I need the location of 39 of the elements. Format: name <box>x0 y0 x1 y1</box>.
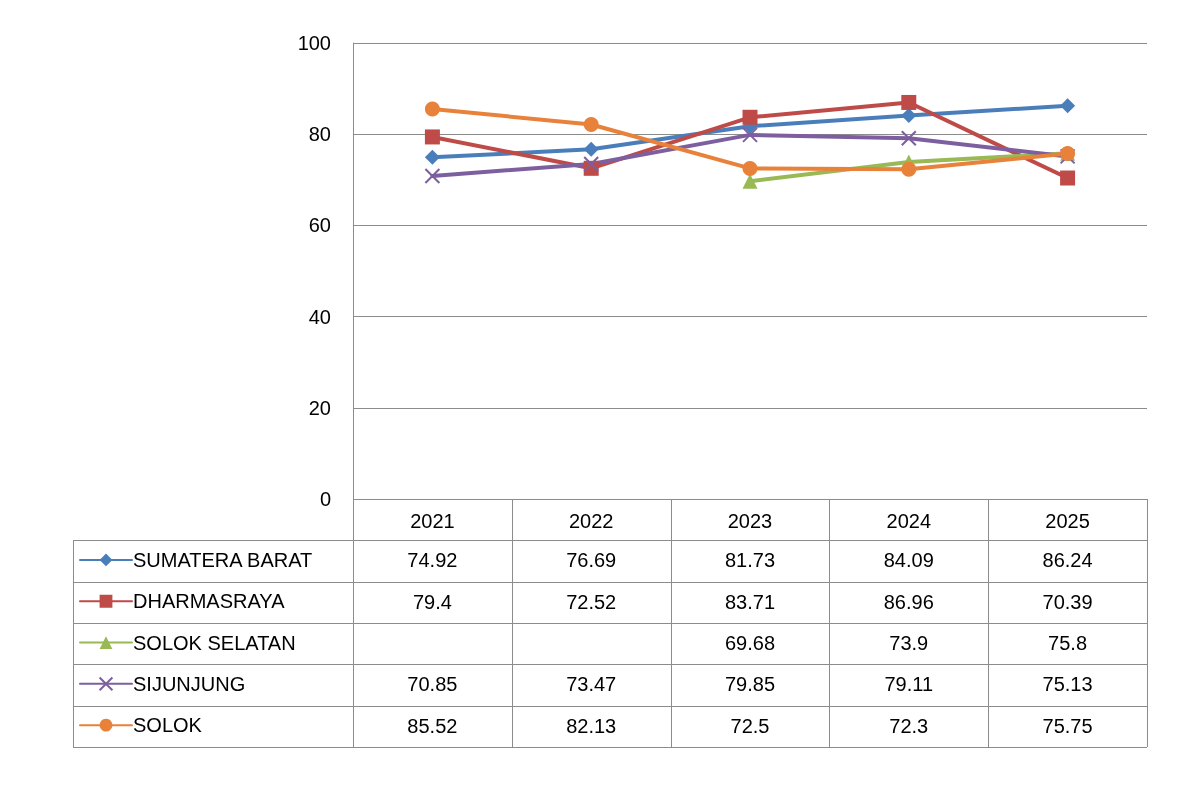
data-label: 86.96 <box>882 589 935 615</box>
data-label: 70.85 <box>406 672 459 698</box>
data-label: 79.11 <box>883 672 935 698</box>
data-label: 86.24 <box>1041 548 1094 574</box>
y-tick-label: 20 <box>308 396 331 419</box>
data-label: 72.52 <box>565 589 618 615</box>
data-label: 85.52 <box>406 713 459 739</box>
y-tick-label: 80 <box>308 123 331 146</box>
data-label: 73.9 <box>888 630 930 656</box>
x-tick-label: 2024 <box>886 510 932 532</box>
data-label: 75.8 <box>1047 630 1089 656</box>
y-tick-label: 0 <box>319 488 331 510</box>
data-label: 83.71 <box>723 589 776 615</box>
data-label: 79.4 <box>411 589 453 615</box>
data-label: 72.5 <box>729 713 771 739</box>
data-label: 75.13 <box>1041 672 1094 698</box>
data-label: 69.68 <box>723 630 776 656</box>
data-label: 82.13 <box>565 713 618 739</box>
data-label: 75.75 <box>1041 713 1094 739</box>
data-label: 73.47 <box>565 672 618 698</box>
x-tick-label: 2023 <box>727 510 773 532</box>
y-tick-label: 40 <box>308 305 331 328</box>
legend-label: SOLOK SELATAN <box>133 631 296 654</box>
y-tick-label: 100 <box>297 32 331 54</box>
data-label: 84.09 <box>882 548 935 574</box>
legend-label: SIJUNJUNG <box>133 672 246 695</box>
legend-label: DHARMASRAYA <box>133 590 286 613</box>
data-label: 76.69 <box>565 548 618 574</box>
data-label: 72.3 <box>888 713 930 739</box>
data-label: 81.73 <box>723 548 776 574</box>
y-tick-label: 60 <box>308 214 331 237</box>
legend-label: SUMATERA BARAT <box>133 548 313 571</box>
data-label: 79.85 <box>723 672 776 698</box>
data-label: 74.92 <box>406 548 459 574</box>
x-tick-label: 2022 <box>568 510 614 532</box>
x-tick-label: 2025 <box>1045 510 1090 532</box>
legend-label: SOLOK <box>133 714 203 737</box>
x-tick-label: 2021 <box>410 510 455 532</box>
data-label: 70.39 <box>1041 589 1094 615</box>
